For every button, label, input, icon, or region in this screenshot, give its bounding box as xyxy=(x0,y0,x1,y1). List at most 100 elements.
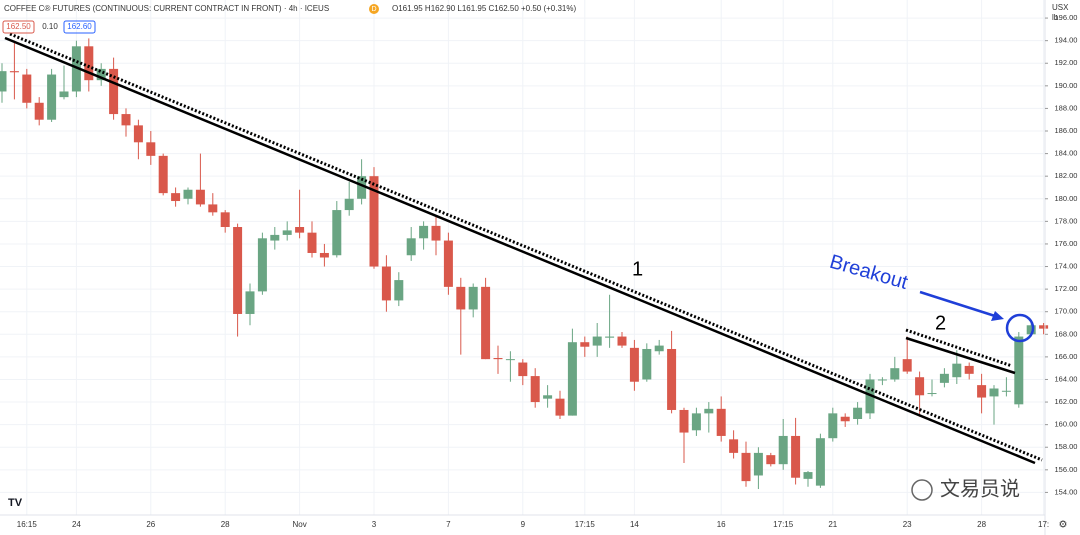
sell-price: 162.50 xyxy=(6,22,31,31)
candle-body xyxy=(890,368,900,380)
candle-body xyxy=(629,347,639,382)
y-tick-label: 188.00 xyxy=(1055,103,1078,112)
y-tick-label: 182.00 xyxy=(1055,171,1078,180)
candle-body xyxy=(295,227,305,233)
candle-body xyxy=(208,204,218,213)
tv-logo: TV xyxy=(8,497,23,509)
sell-box[interactable] xyxy=(2,20,35,34)
candle-body xyxy=(605,336,615,338)
breakout-circle xyxy=(1005,313,1035,343)
candle-body xyxy=(158,155,168,194)
candle-body xyxy=(381,266,391,301)
candle-body xyxy=(977,385,987,398)
candle-body xyxy=(704,408,714,414)
candle-body xyxy=(493,358,503,360)
candle-body xyxy=(902,359,912,372)
candle-body xyxy=(220,212,230,228)
y-tick-label: 178.00 xyxy=(1055,216,1078,225)
x-tick-label: 14 xyxy=(630,520,639,529)
candle-body xyxy=(617,336,627,346)
x-tick-label: 24 xyxy=(72,520,81,529)
candle-body xyxy=(270,234,280,241)
x-tick-label: 16:15 xyxy=(17,520,38,529)
candle-body xyxy=(530,376,540,403)
candle-body xyxy=(518,362,528,377)
y-tick-label: 174.00 xyxy=(1055,262,1078,271)
annotation-1: 1 xyxy=(632,258,643,280)
y-tick-label: 156.00 xyxy=(1055,465,1078,474)
candle-body xyxy=(0,71,7,92)
candle-body xyxy=(9,71,19,73)
y-tick-label: 194.00 xyxy=(1055,36,1078,45)
grid xyxy=(0,0,1045,515)
x-tick-label: 7 xyxy=(446,520,451,529)
candle-body xyxy=(419,225,429,239)
settings-icon[interactable]: ⚙ xyxy=(1059,520,1068,531)
candle-body xyxy=(332,210,342,256)
candle-body xyxy=(1039,325,1049,329)
y-tick-label: 166.00 xyxy=(1055,352,1078,361)
y-tick-label: 184.00 xyxy=(1055,149,1078,158)
candle-body xyxy=(468,286,478,310)
candle-body xyxy=(543,395,553,399)
candle-body xyxy=(853,407,863,420)
candle-body xyxy=(133,125,143,143)
candle-body xyxy=(171,193,181,202)
candle-body xyxy=(307,232,317,253)
candle-body xyxy=(828,413,838,439)
candle-body xyxy=(34,102,44,120)
candle-body xyxy=(121,114,131,126)
candles xyxy=(0,38,1049,490)
badge-circle xyxy=(369,4,379,14)
y-tick-label: 158.00 xyxy=(1055,442,1078,451)
badge: D xyxy=(371,6,376,13)
candle-body xyxy=(741,452,751,482)
candle-body xyxy=(195,189,205,205)
x-tick-label: 17: xyxy=(1038,520,1049,529)
x-tick-label: 9 xyxy=(521,520,526,529)
candle-body xyxy=(233,227,243,314)
candle-body xyxy=(456,286,466,310)
y-tick-label: 180.00 xyxy=(1055,194,1078,203)
candle-body xyxy=(443,240,453,287)
candle-body xyxy=(394,280,404,301)
candle-body xyxy=(791,435,801,478)
candle-body xyxy=(766,455,776,465)
candle-body xyxy=(47,74,57,120)
x-tick-label: 17:15 xyxy=(773,520,794,529)
ohlc-info: O161.95 H162.90 L161.95 C162.50 +0.50 (+… xyxy=(392,4,576,13)
candle-body xyxy=(667,348,677,410)
x-tick-label: 3 xyxy=(372,520,377,529)
y-tick-label: 196.00 xyxy=(1055,13,1078,22)
candle-body xyxy=(815,438,825,486)
candle-body xyxy=(96,68,106,81)
candle-body xyxy=(357,176,367,199)
arrow-head xyxy=(991,311,1004,321)
candle-body xyxy=(927,393,937,395)
candle-body xyxy=(71,46,81,92)
trend-line-2-dotted xyxy=(905,328,1013,368)
candle-body xyxy=(877,379,887,381)
candle-body xyxy=(989,388,999,397)
buy-box[interactable] xyxy=(63,20,96,34)
candle-body xyxy=(803,472,813,479)
y-tick-label: 170.00 xyxy=(1055,307,1078,316)
chart-title: COFFEE C® FUTURES (CONTINUOUS: CURRENT C… xyxy=(4,4,329,13)
candle-body xyxy=(778,435,788,465)
candle-body xyxy=(567,342,577,416)
candle-body xyxy=(1014,336,1024,405)
candle-body xyxy=(84,46,94,81)
y-tick-label: 176.00 xyxy=(1055,239,1078,248)
spread: 0.10 xyxy=(42,22,58,31)
candle-body xyxy=(654,345,664,352)
y-tick-label: 190.00 xyxy=(1055,81,1078,90)
candle-body xyxy=(1026,325,1036,335)
x-tick-label: 16 xyxy=(717,520,726,529)
watermark-icon xyxy=(911,479,933,501)
candle-body xyxy=(679,409,689,433)
y-tick-label: 160.00 xyxy=(1055,420,1078,429)
candle-body xyxy=(642,348,652,380)
candle-body xyxy=(952,363,962,378)
